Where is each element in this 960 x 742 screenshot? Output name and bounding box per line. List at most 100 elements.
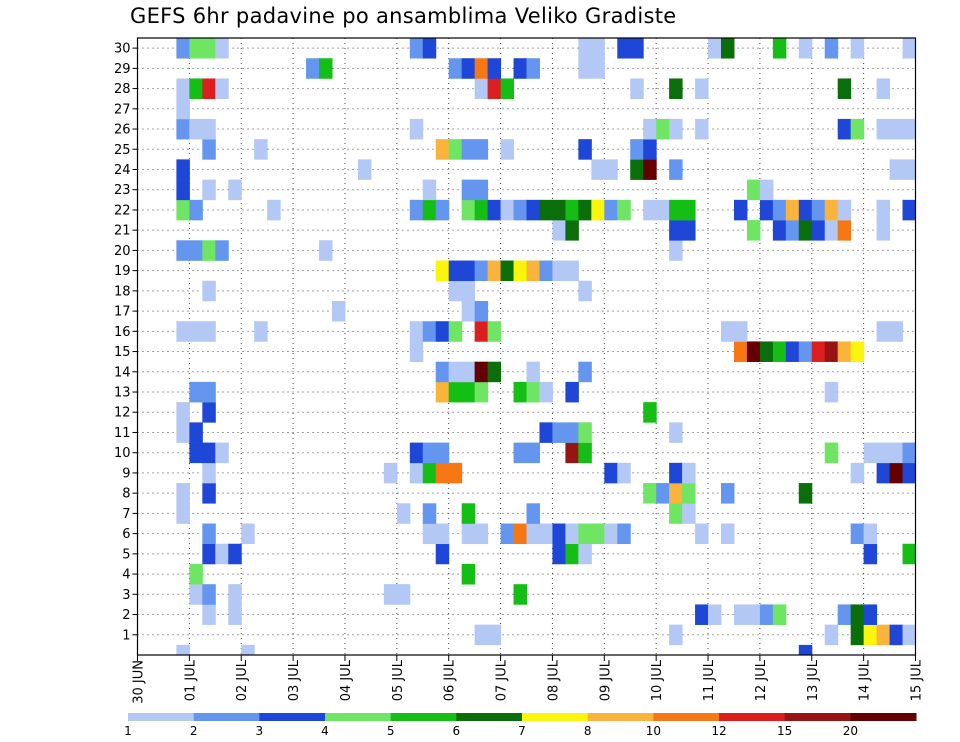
heatmap-cell xyxy=(824,199,839,221)
heatmap-cell xyxy=(617,462,631,484)
heatmap-cell xyxy=(435,361,450,383)
heatmap-cell xyxy=(617,523,631,545)
heatmap-cell xyxy=(435,381,450,403)
heatmap-cell xyxy=(565,543,579,565)
heatmap-cell xyxy=(682,199,696,221)
y-tick-label: 18 xyxy=(114,284,131,299)
heatmap-cell xyxy=(876,442,891,464)
heatmap-cell xyxy=(422,321,437,342)
heatmap-cell xyxy=(215,543,229,565)
y-tick-label: 27 xyxy=(114,102,131,117)
heatmap-cell xyxy=(448,280,463,302)
heatmap-cell xyxy=(202,321,216,342)
heatmap-cell xyxy=(461,300,476,322)
heatmap-cell xyxy=(176,503,190,524)
y-tick-label: 10 xyxy=(114,446,131,461)
y-tick-label: 20 xyxy=(114,244,131,259)
heatmap-cell xyxy=(578,38,592,59)
heatmap-cell xyxy=(772,604,787,625)
heatmap-cell xyxy=(850,38,865,59)
y-tick-label: 8 xyxy=(122,487,130,502)
heatmap-cell xyxy=(474,78,489,99)
heatmap-cell xyxy=(669,118,683,140)
heatmap-cell xyxy=(785,220,800,241)
heatmap-cell xyxy=(578,422,592,443)
y-tick-label: 14 xyxy=(114,365,131,380)
heatmap-cell xyxy=(759,604,774,625)
heatmap-cell xyxy=(565,442,579,464)
heatmap-cell xyxy=(409,442,424,464)
heatmap-cell xyxy=(578,58,592,79)
x-tick-label: 09 JUL xyxy=(598,659,613,701)
heatmap-cell xyxy=(487,78,502,99)
heatmap-cell xyxy=(772,341,787,362)
x-tick-label: 04 JUL xyxy=(339,659,354,701)
heatmap-cell xyxy=(902,624,916,646)
x-tick-label: 06 JUL xyxy=(443,659,458,701)
legend-swatch xyxy=(850,713,917,721)
heatmap-cell xyxy=(850,462,865,484)
heatmap-cell xyxy=(889,624,904,646)
heatmap-cell xyxy=(721,523,735,545)
heatmap-cell xyxy=(487,58,502,79)
heatmap-cell xyxy=(409,199,424,221)
heatmap-cell xyxy=(798,38,813,59)
heatmap-cell xyxy=(474,199,489,221)
heatmap-cell xyxy=(863,604,878,625)
heatmap-cell xyxy=(202,179,216,201)
heatmap-cell xyxy=(669,462,683,484)
heatmap-cell xyxy=(902,442,916,464)
heatmap-cell xyxy=(578,199,592,221)
y-tick-label: 17 xyxy=(114,305,131,320)
heatmap-cell xyxy=(448,260,463,282)
heatmap-cell xyxy=(824,624,839,646)
heatmap-cell xyxy=(474,381,489,403)
y-tick-label: 28 xyxy=(114,82,131,97)
heatmap-cell xyxy=(241,644,255,656)
heatmap-cell xyxy=(176,644,190,656)
color-legend: 1 2 3 4 5 6 7 8 10 12 15 20 xyxy=(124,713,917,738)
heatmap-cell xyxy=(902,159,916,180)
heatmap-cell xyxy=(578,543,592,565)
heatmap-cell xyxy=(228,604,242,625)
heatmap-cell xyxy=(798,341,813,362)
x-tick-label: 13 JUL xyxy=(806,659,821,701)
heatmap-cell xyxy=(409,462,424,484)
y-tick-label: 7 xyxy=(122,507,130,522)
heatmap-cell xyxy=(189,321,203,342)
heatmap-cell xyxy=(435,199,450,221)
heatmap-cell xyxy=(604,462,618,484)
heatmap-cell xyxy=(539,381,553,403)
heatmap-cell xyxy=(189,38,203,59)
heatmap-cell xyxy=(319,58,333,79)
heatmap-cell xyxy=(409,38,424,59)
heatmap-cell xyxy=(422,38,437,59)
heatmap-cell xyxy=(474,361,489,383)
y-tick-label: 4 xyxy=(122,568,130,583)
heatmap-cell xyxy=(474,624,489,646)
heatmap-cell xyxy=(461,260,476,282)
heatmap-cell xyxy=(422,179,437,201)
heatmap-cell xyxy=(526,260,540,282)
heatmap-cell xyxy=(526,523,540,545)
heatmap-cell xyxy=(202,442,216,464)
heatmap-cell xyxy=(617,199,631,221)
legend-swatch xyxy=(587,713,654,721)
heatmap-cell xyxy=(643,159,657,180)
heatmap-cell xyxy=(189,118,203,140)
heatmap-cell xyxy=(669,624,683,646)
heatmap-cell xyxy=(746,179,761,201)
heatmap-cell xyxy=(422,199,437,221)
heatmap-cell xyxy=(189,78,203,99)
heatmap-cell xyxy=(733,604,748,625)
heatmap-cell xyxy=(513,260,527,282)
heatmap-cell xyxy=(202,139,216,160)
heatmap-cell xyxy=(396,584,411,605)
heatmap-cell xyxy=(889,159,904,180)
heatmap-cell xyxy=(228,179,242,201)
heatmap-cell xyxy=(500,260,515,282)
heatmap-cell xyxy=(215,78,229,99)
heatmap-cell xyxy=(889,442,904,464)
heatmap-cell xyxy=(383,584,398,605)
y-tick-label: 23 xyxy=(114,183,131,198)
